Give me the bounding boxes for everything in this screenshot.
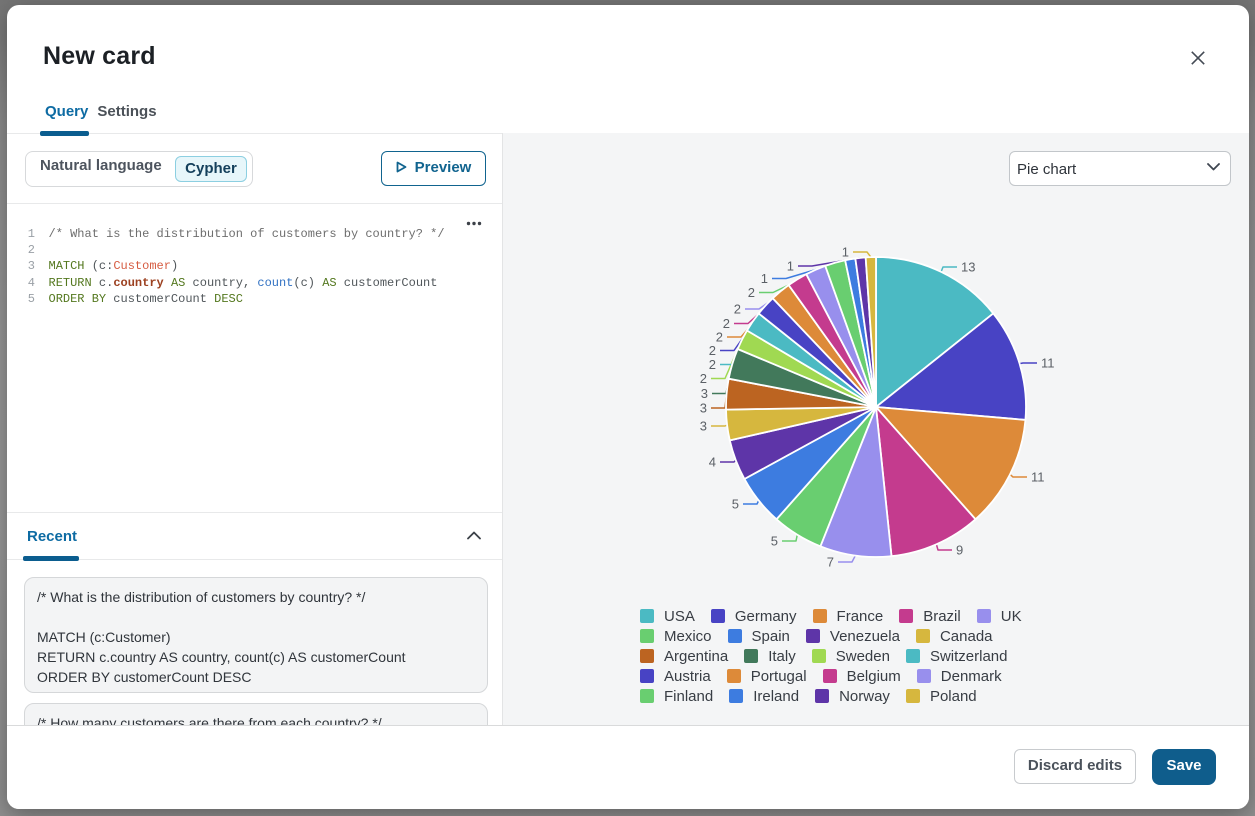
- svg-text:1: 1: [842, 245, 849, 260]
- svg-text:13: 13: [961, 260, 975, 275]
- svg-text:1: 1: [787, 259, 794, 274]
- svg-text:11: 11: [1041, 356, 1055, 371]
- svg-text:2: 2: [716, 330, 723, 345]
- svg-text:7: 7: [827, 555, 834, 570]
- svg-text:2: 2: [748, 285, 755, 300]
- svg-text:9: 9: [956, 543, 963, 558]
- svg-text:5: 5: [771, 534, 778, 549]
- svg-text:3: 3: [700, 401, 707, 416]
- svg-text:3: 3: [700, 419, 707, 434]
- svg-text:2: 2: [709, 343, 716, 358]
- svg-text:5: 5: [732, 497, 739, 512]
- svg-text:4: 4: [709, 455, 716, 470]
- svg-text:11: 11: [1031, 470, 1045, 485]
- svg-text:2: 2: [723, 316, 730, 331]
- svg-text:3: 3: [701, 386, 708, 401]
- svg-text:1: 1: [761, 271, 768, 286]
- svg-text:2: 2: [734, 302, 741, 317]
- svg-text:2: 2: [709, 357, 716, 372]
- svg-text:2: 2: [700, 371, 707, 386]
